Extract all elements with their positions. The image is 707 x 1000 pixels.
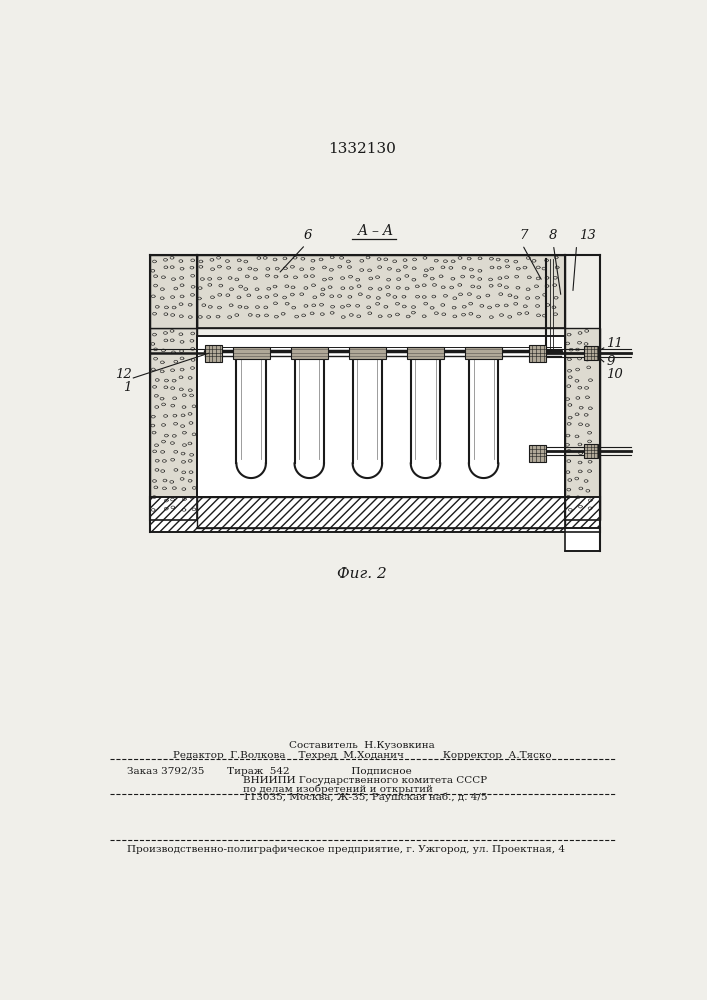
Text: 13: 13 — [579, 229, 596, 242]
Text: 11: 11 — [606, 337, 623, 350]
Text: Фиг. 2: Фиг. 2 — [337, 567, 387, 581]
Bar — [529, 345, 546, 362]
Text: A: A — [357, 224, 367, 238]
Bar — [197, 336, 565, 497]
Bar — [465, 347, 502, 359]
Bar — [197, 497, 565, 528]
Text: 9: 9 — [606, 355, 614, 368]
Bar — [204, 345, 222, 362]
Text: 7: 7 — [520, 229, 528, 242]
Text: Заказ 3792/35       Тираж  542                   Подписное: Заказ 3792/35 Тираж 542 Подписное — [127, 767, 412, 776]
Bar — [349, 347, 386, 359]
Text: 1332130: 1332130 — [328, 142, 396, 156]
Text: по делам изобретений и открытий: по делам изобретений и открытий — [243, 785, 433, 794]
Bar — [565, 328, 600, 520]
Text: ВНИИПИ Государственного комитета СССР: ВНИИПИ Государственного комитета СССР — [243, 776, 488, 785]
Text: 113035, Москва, Ж-35, Раушская наб., д. 4/5: 113035, Москва, Ж-35, Раушская наб., д. … — [243, 793, 488, 802]
Bar — [529, 445, 546, 462]
Bar — [407, 347, 444, 359]
Text: Редактор  Г.Волкова    Техред  М.Хoданич            Корректор  А.Тяско: Редактор Г.Волкова Техред М.Хoданич Корр… — [173, 751, 551, 760]
Text: 1: 1 — [124, 381, 132, 394]
Text: Составитель  Н.Кузовкина: Составитель Н.Кузовкина — [289, 741, 435, 750]
Bar — [197, 255, 565, 328]
Bar — [151, 497, 600, 532]
Bar — [565, 528, 600, 551]
Text: 8: 8 — [549, 229, 558, 242]
Bar — [151, 255, 197, 328]
Bar — [291, 347, 328, 359]
Text: Производственно-полиграфическое предприятие, г. Ужгород, ул. Проектная, 4: Производственно-полиграфическое предприя… — [127, 845, 565, 854]
Bar — [585, 444, 598, 458]
Bar — [585, 346, 598, 360]
Text: 12: 12 — [115, 368, 132, 381]
Text: A: A — [382, 224, 392, 238]
Text: –: – — [372, 224, 379, 238]
Text: 10: 10 — [606, 368, 623, 381]
Bar — [233, 347, 270, 359]
Text: 6: 6 — [303, 229, 312, 242]
Bar — [151, 328, 197, 520]
